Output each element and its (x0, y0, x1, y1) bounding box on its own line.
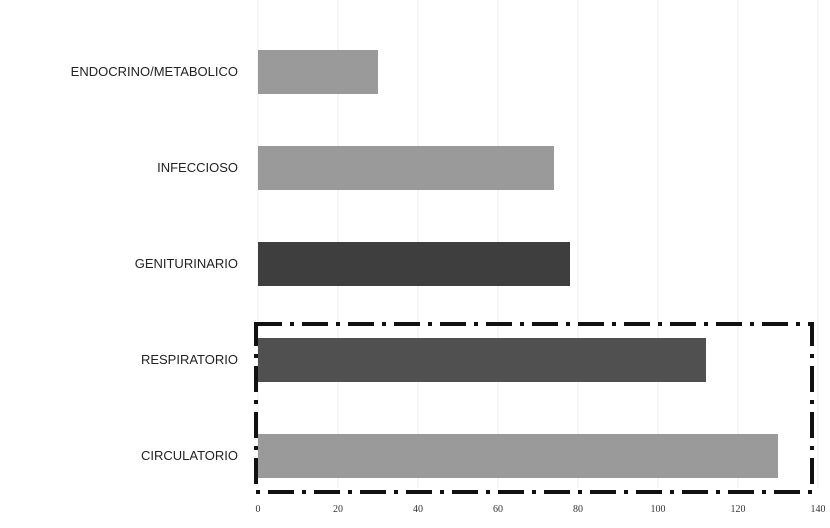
x-tick-label: 100 (651, 504, 666, 515)
highlight-box (254, 322, 814, 494)
x-tick-label: 20 (333, 504, 343, 515)
x-tick-label: 120 (731, 504, 746, 515)
category-labels: ENDOCRINO/METABOLICO INFECCIOSO GENITURINA… (71, 64, 238, 463)
bar (258, 338, 706, 382)
x-axis-ticks: 0 20 40 60 80 100 120 140 (256, 504, 826, 515)
category-label: INFECCIOSO (157, 160, 238, 175)
bar (258, 146, 554, 190)
bar (258, 50, 378, 94)
category-label: GENITURINARIO (135, 256, 238, 271)
bars (258, 50, 778, 478)
bar (258, 434, 778, 478)
x-tick-label: 140 (811, 504, 826, 515)
category-label: ENDOCRINO/METABOLICO (71, 64, 238, 79)
x-tick-label: 60 (493, 504, 503, 515)
x-tick-label: 0 (256, 504, 261, 515)
category-label: CIRCULATORIO (141, 448, 238, 463)
x-tick-label: 80 (573, 504, 583, 515)
bar (258, 242, 570, 286)
category-label: RESPIRATORIO (141, 352, 238, 367)
x-tick-label: 40 (413, 504, 423, 515)
